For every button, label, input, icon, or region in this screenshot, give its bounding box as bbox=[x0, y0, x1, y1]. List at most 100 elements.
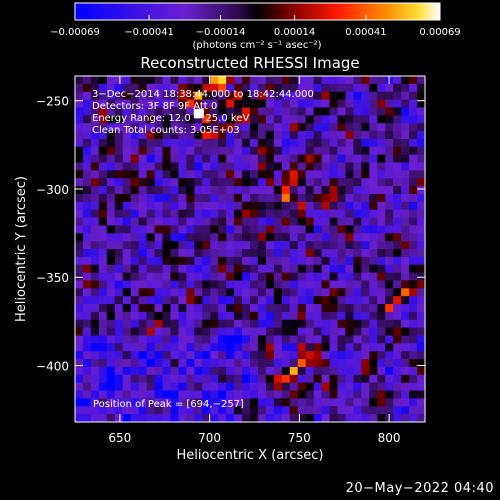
heatmap-cell bbox=[401, 193, 410, 203]
heatmap-cell bbox=[218, 382, 227, 392]
heatmap-cell bbox=[82, 217, 92, 227]
heatmap-cell bbox=[218, 264, 227, 274]
heatmap-cell bbox=[321, 264, 331, 274]
heatmap-cell bbox=[114, 359, 124, 368]
heatmap-cell bbox=[82, 288, 92, 297]
heatmap-cell bbox=[305, 186, 315, 195]
heatmap-cell bbox=[265, 107, 275, 116]
heatmap-cell bbox=[353, 390, 362, 400]
heatmap-cell bbox=[194, 178, 203, 187]
heatmap-cell bbox=[305, 193, 315, 203]
heatmap-cell bbox=[345, 256, 354, 266]
heatmap-cell bbox=[281, 264, 291, 274]
heatmap-cell bbox=[98, 233, 108, 242]
heatmap-cell bbox=[265, 217, 275, 227]
heatmap-cell bbox=[297, 209, 307, 219]
heatmap-cell bbox=[257, 99, 267, 109]
heatmap-cell bbox=[297, 319, 307, 329]
heatmap-cell bbox=[385, 335, 394, 344]
heatmap-cell bbox=[417, 123, 425, 132]
heatmap-cell bbox=[345, 193, 354, 203]
heatmap-cell bbox=[218, 217, 227, 227]
heatmap-cell bbox=[265, 138, 275, 148]
heatmap-cell bbox=[265, 186, 275, 195]
heatmap-cell bbox=[98, 390, 108, 400]
heatmap-cell bbox=[385, 319, 394, 329]
heatmap-cell bbox=[297, 154, 307, 164]
heatmap-cell bbox=[226, 123, 235, 132]
heatmap-cell bbox=[186, 398, 195, 407]
heatmap-cell bbox=[393, 374, 402, 384]
heatmap-cell bbox=[393, 359, 402, 368]
heatmap-cell bbox=[337, 280, 347, 289]
heatmap-cell bbox=[250, 351, 259, 360]
heatmap-cell bbox=[146, 343, 156, 352]
heatmap-cell bbox=[130, 146, 140, 156]
heatmap-cell bbox=[226, 131, 235, 140]
heatmap-cell bbox=[297, 249, 307, 258]
heatmap-cell bbox=[154, 241, 164, 250]
heatmap-cell bbox=[194, 115, 203, 124]
heatmap-cell bbox=[202, 319, 211, 329]
heatmap-cell bbox=[417, 280, 425, 289]
heatmap-cell bbox=[409, 288, 418, 297]
heatmap-cell bbox=[186, 335, 195, 344]
heatmap-cell bbox=[106, 123, 116, 132]
heatmap-cell bbox=[202, 131, 211, 140]
heatmap-cell bbox=[377, 256, 386, 266]
heatmap-cell bbox=[178, 249, 187, 258]
heatmap-cell bbox=[122, 406, 132, 415]
heatmap-cell bbox=[297, 138, 307, 148]
heatmap-cell bbox=[194, 319, 203, 329]
heatmap-cell bbox=[321, 154, 331, 164]
heatmap-cell bbox=[162, 76, 172, 85]
heatmap-cell bbox=[154, 162, 164, 171]
heatmap-cell bbox=[337, 107, 347, 116]
heatmap-cell bbox=[138, 414, 148, 422]
heatmap-cell bbox=[146, 233, 156, 242]
heatmap-cell bbox=[226, 99, 235, 109]
heatmap-cell bbox=[305, 288, 315, 297]
heatmap-cell bbox=[130, 91, 140, 101]
heatmap-cell bbox=[377, 374, 386, 384]
heatmap-cell bbox=[297, 131, 307, 140]
heatmap-cell bbox=[202, 83, 211, 93]
colorbar-gradient bbox=[74, 2, 441, 21]
heatmap-cell bbox=[178, 138, 187, 148]
heatmap-cell bbox=[226, 272, 235, 282]
heatmap-cell bbox=[377, 162, 386, 171]
heatmap-cell bbox=[218, 311, 227, 321]
heatmap-cell bbox=[409, 170, 418, 179]
heatmap-cell bbox=[138, 390, 148, 400]
heatmap-cell bbox=[321, 115, 331, 124]
heatmap-cell bbox=[257, 186, 267, 195]
heatmap-cell bbox=[409, 390, 418, 400]
heatmap-cell bbox=[90, 178, 100, 187]
heatmap-cell bbox=[242, 123, 251, 132]
heatmap-cell bbox=[257, 249, 267, 258]
heatmap-cell bbox=[361, 359, 370, 368]
heatmap-cell bbox=[385, 351, 394, 360]
heatmap-cell bbox=[130, 154, 140, 164]
heatmap-cell bbox=[234, 241, 243, 250]
heatmap-cell bbox=[377, 272, 386, 282]
heatmap-cell bbox=[297, 123, 307, 132]
heatmap-cell bbox=[98, 131, 108, 140]
heatmap-cell bbox=[242, 304, 251, 313]
heatmap-cell bbox=[321, 382, 331, 392]
heatmap-cell bbox=[98, 288, 108, 297]
heatmap-cell bbox=[313, 193, 323, 203]
heatmap-cell bbox=[313, 406, 323, 415]
heatmap-cell bbox=[194, 327, 203, 337]
heatmap-cell bbox=[377, 327, 386, 337]
heatmap-cell bbox=[321, 209, 331, 219]
heatmap-cell bbox=[265, 351, 275, 360]
heatmap-cell bbox=[273, 264, 283, 274]
heatmap-cell bbox=[273, 351, 283, 360]
heatmap-cell bbox=[401, 296, 410, 305]
heatmap-cell bbox=[226, 170, 235, 179]
heatmap-cell bbox=[202, 225, 211, 234]
heatmap-cell bbox=[361, 398, 370, 407]
heatmap-cell bbox=[106, 343, 116, 352]
heatmap-cell bbox=[329, 359, 339, 368]
